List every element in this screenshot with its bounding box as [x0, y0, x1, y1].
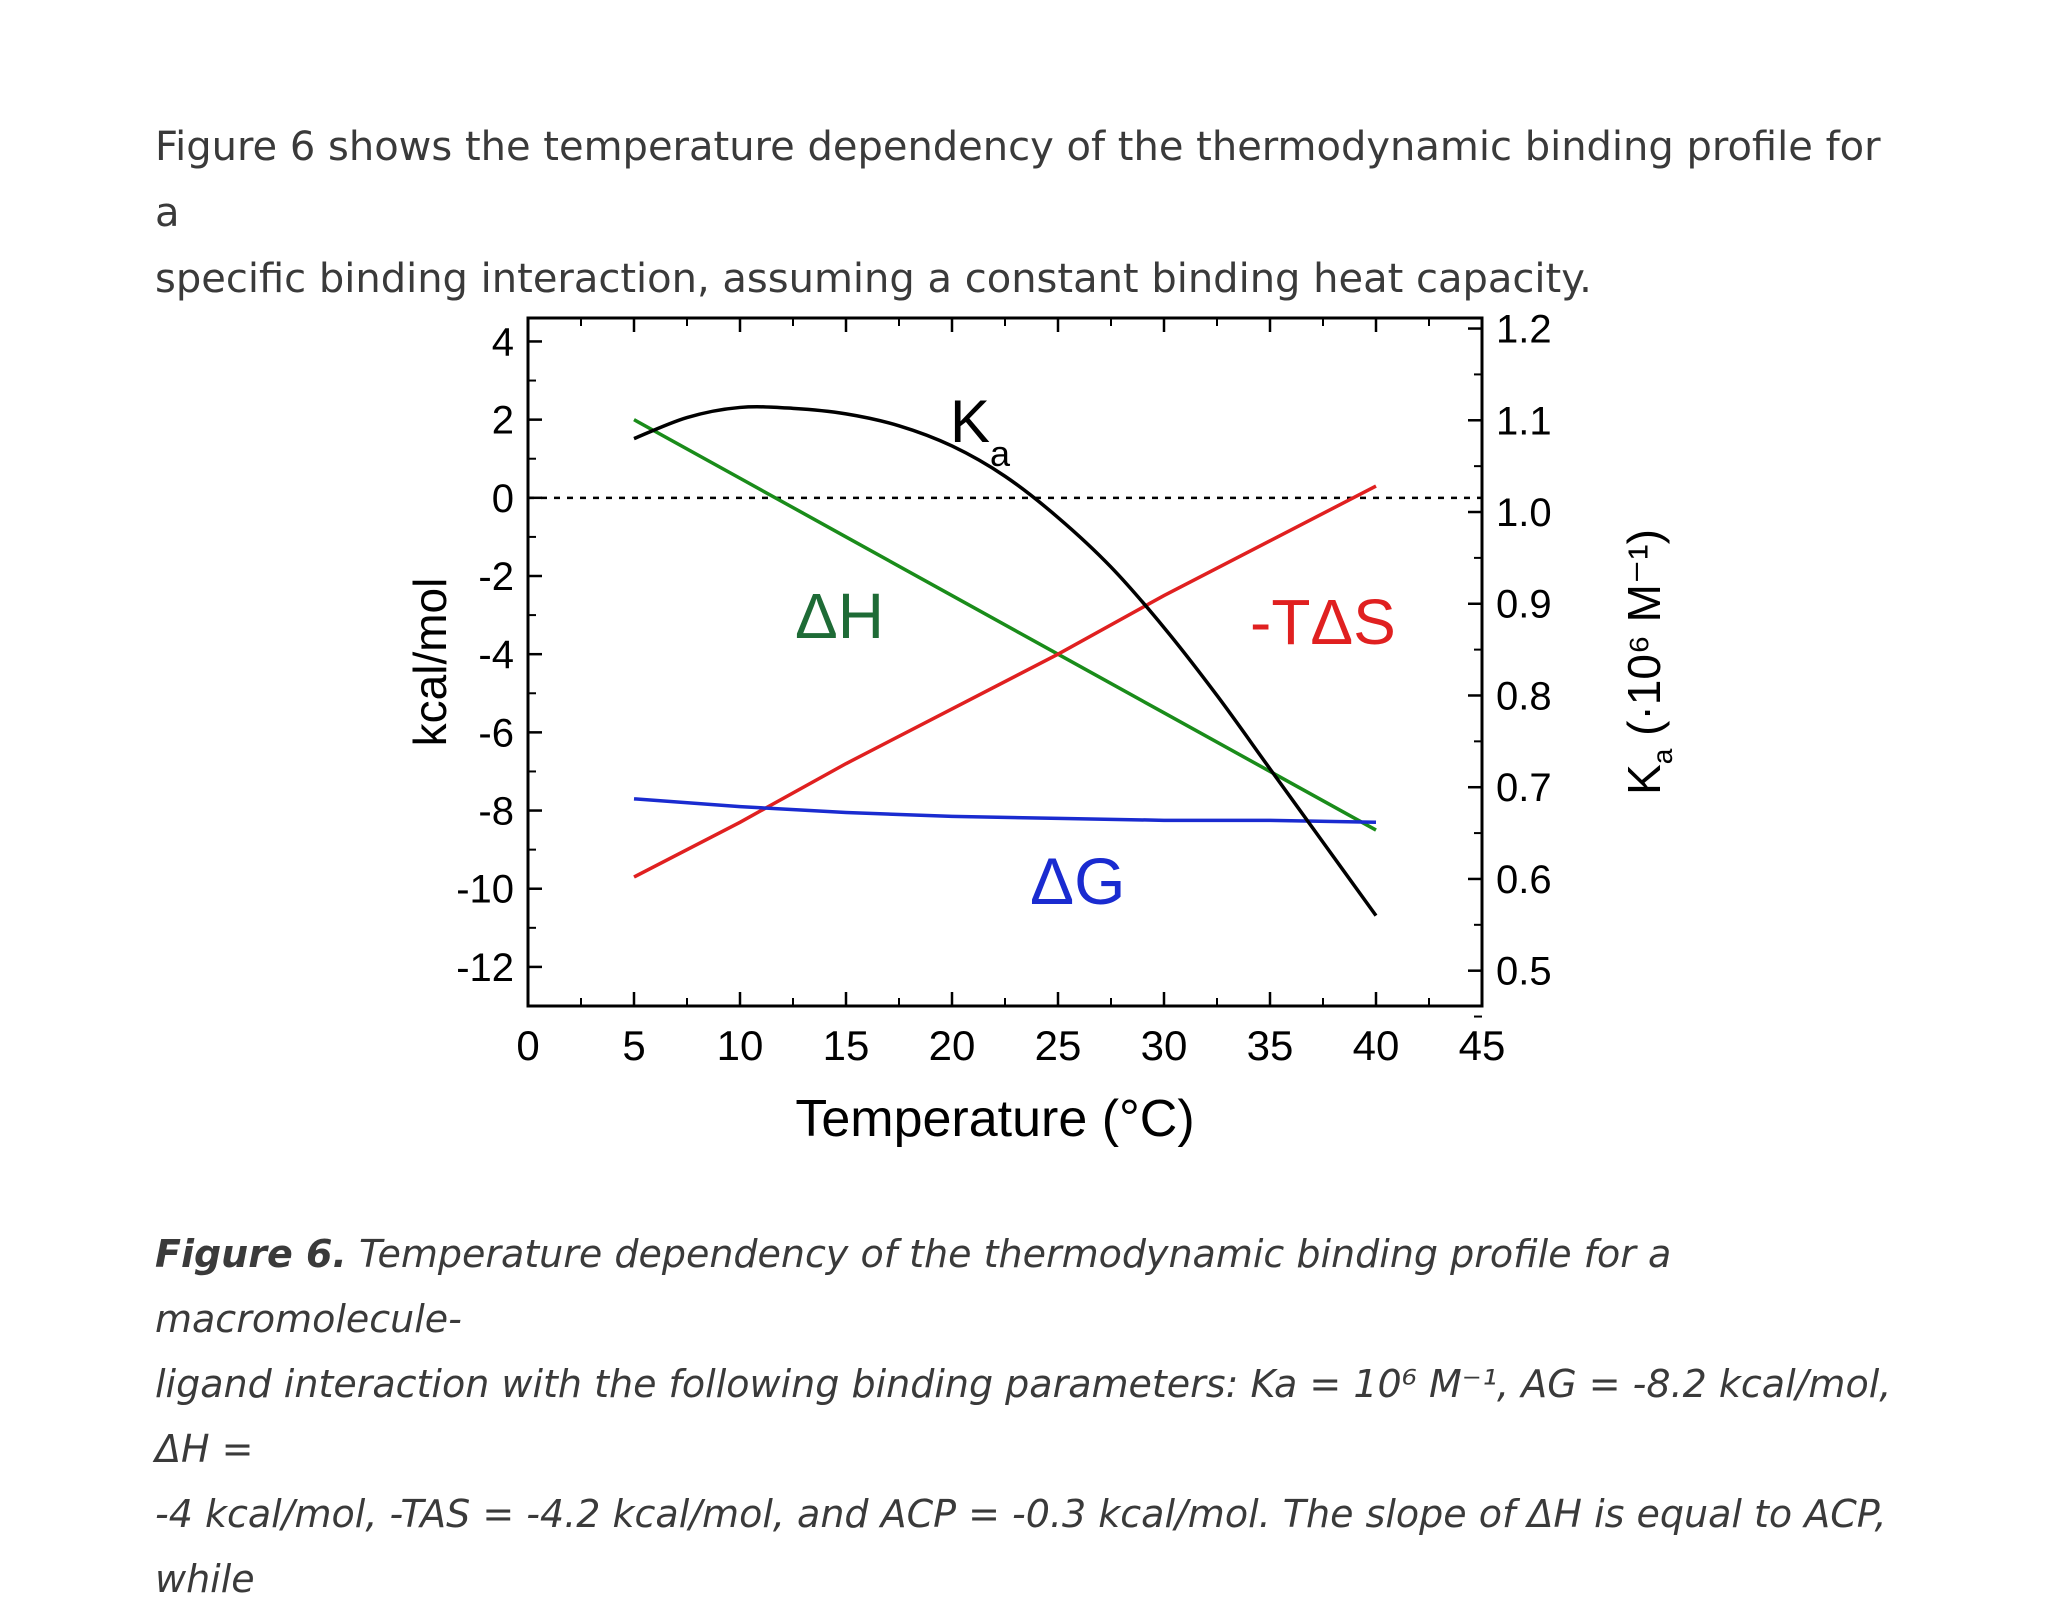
y-tick-label: -12: [456, 946, 514, 990]
intro-line-1: Figure 6 shows the temperature dependenc…: [155, 124, 1881, 236]
x-tick-label: 20: [929, 1022, 976, 1069]
x-tick-label: 40: [1353, 1022, 1400, 1069]
x-tick-label: 45: [1459, 1022, 1506, 1069]
y2-tick-label: 0.5: [1496, 950, 1552, 994]
caption-line-3: -4 kcal/mol, -TAS = -4.2 kcal/mol, and A…: [155, 1492, 1887, 1601]
series-line-ka: [633, 405, 1378, 917]
intro-line-2: specific binding interaction, assuming a…: [155, 256, 1592, 302]
series-line-delta-h: [633, 418, 1377, 832]
y2-tick-label: 1.0: [1496, 491, 1552, 535]
x-tick-label: 5: [622, 1022, 645, 1069]
y2-tick-label: 1.1: [1496, 399, 1552, 443]
thermodynamic-chart: 0 5 10 15 20 25 30 35 40 45420-2-4-6-8-10-121.21.…: [404, 308, 1678, 1148]
x-tick-label: 30: [1141, 1022, 1188, 1069]
y-tick-label: 4: [492, 320, 514, 364]
y-tick-label: 2: [492, 399, 514, 443]
x-tick-label: 25: [1035, 1022, 1082, 1069]
x-tick-label: 35: [1247, 1022, 1294, 1069]
caption-line-1-text: Temperature dependency of the thermodyna…: [155, 1232, 1672, 1341]
y2-tick-label: 0.6: [1496, 858, 1552, 902]
x-tick-label: 10: [717, 1022, 764, 1069]
y2-tick-label: 0.9: [1496, 583, 1552, 627]
series-line-minus-t-delta-s: [633, 484, 1377, 879]
series-label-minus-t-delta-s: -TΔS: [1250, 586, 1396, 658]
intro-paragraph: Figure 6 shows the temperature dependenc…: [155, 114, 1915, 312]
y2-axis-title: Ka (·10⁶ M⁻¹): [1618, 529, 1678, 795]
y-axis-title: kcal/mol: [404, 578, 456, 747]
figure-caption: Figure 6. Temperature dependency of the …: [155, 1222, 1915, 1612]
y-tick-label: 0: [492, 477, 514, 521]
y2-tick-label: 1.2: [1496, 308, 1552, 352]
y-tick-label: -4: [478, 633, 514, 677]
caption-line-1: Figure 6. Temperature dependency of the …: [155, 1222, 1915, 1352]
x-tick-label: 0: [516, 1022, 539, 1069]
plot-frame: [526, 316, 1484, 1008]
y-tick-label: -6: [478, 711, 514, 755]
series-line-delta-g: [633, 797, 1377, 825]
y2-tick-label: 0.7: [1496, 766, 1552, 810]
x-tick-label: 15: [823, 1022, 870, 1069]
caption-line-2: ligand interaction with the following bi…: [155, 1362, 1892, 1471]
y-tick-label: -2: [478, 555, 514, 599]
y-tick-label: -8: [478, 790, 514, 834]
series-label-ka: Ka: [950, 388, 1011, 474]
caption-lead: Figure 6.: [155, 1232, 347, 1276]
series-label-delta-h: ΔH: [795, 580, 884, 652]
y-tick-label: -10: [456, 868, 514, 912]
series-label-delta-g: ΔG: [1030, 844, 1125, 918]
y2-tick-label: 0.8: [1496, 674, 1552, 718]
x-axis-title: Temperature (°C): [795, 1090, 1194, 1148]
